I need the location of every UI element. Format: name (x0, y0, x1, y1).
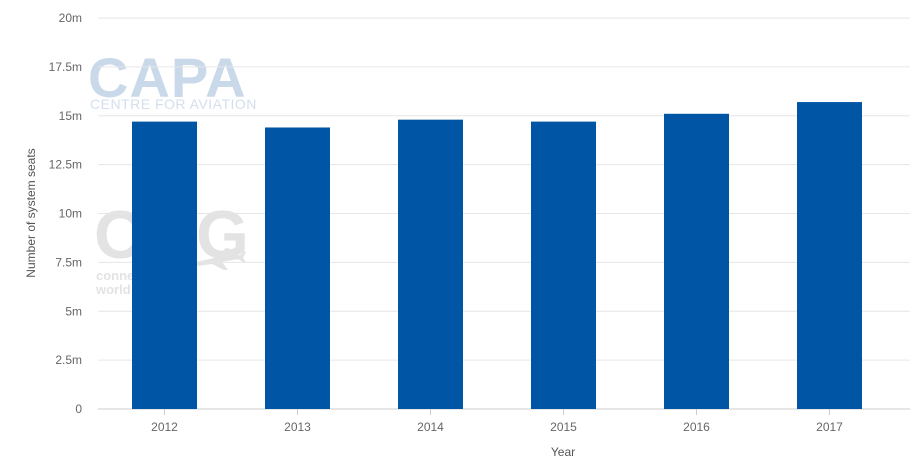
y-tick-label: 2.5m (55, 353, 82, 367)
gridlines (98, 17, 910, 410)
bar-2015 (531, 121, 596, 410)
bars (132, 102, 862, 410)
x-tick-label: 2015 (550, 420, 577, 434)
bar-2016 (664, 113, 729, 410)
y-axis-title: Number of system seats (24, 148, 38, 277)
airplane-icon (196, 248, 246, 270)
y-tick-label: 5m (65, 304, 82, 318)
y-tick-label: 0 (75, 402, 82, 416)
x-axis-title: Year (551, 445, 575, 459)
capa-logo-text: CAPA (88, 46, 247, 109)
y-tick-label: 15m (59, 109, 82, 123)
y-tick-label: 20m (59, 11, 82, 25)
bar-2014 (398, 119, 463, 409)
y-tick-label: 12.5m (49, 158, 82, 172)
bar-2017 (797, 102, 862, 409)
x-tick-label: 2017 (816, 420, 843, 434)
x-tick-label: 2014 (417, 420, 444, 434)
bar-2013 (265, 127, 330, 409)
y-tick-label: 10m (59, 207, 82, 221)
x-tick-label: 2012 (151, 420, 178, 434)
x-tick-label: 2016 (683, 420, 710, 434)
bar-2012 (132, 121, 197, 410)
x-tick-label: 2013 (284, 420, 311, 434)
y-tick-label: 17.5m (49, 60, 82, 74)
capa-logo-subtitle: CENTRE FOR AVIATION (90, 96, 257, 112)
capa-logo: CAPA CENTRE FOR AVIATION (88, 46, 257, 112)
x-axis: 2012 2013 2014 2015 2016 2017 (151, 409, 843, 434)
y-axis-ticks: 0 2.5m 5m 7.5m 10m 12.5m 15m 17.5m 20m (49, 11, 83, 416)
y-tick-label: 7.5m (55, 255, 82, 269)
